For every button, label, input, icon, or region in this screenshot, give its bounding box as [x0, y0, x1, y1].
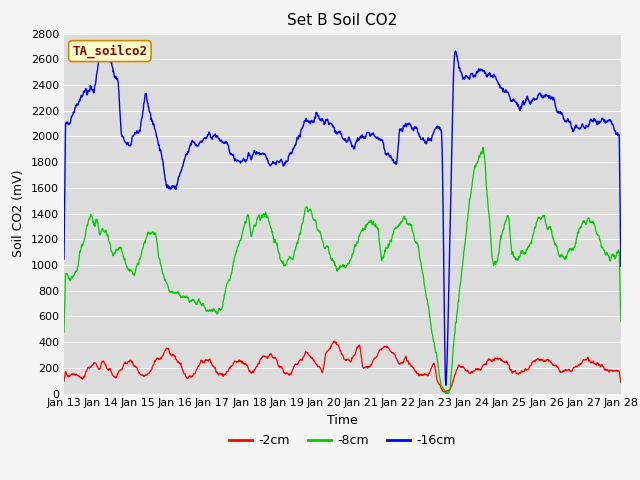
Legend: -2cm, -8cm, -16cm: -2cm, -8cm, -16cm: [224, 429, 461, 452]
Text: TA_soilco2: TA_soilco2: [72, 44, 147, 58]
Y-axis label: Soil CO2 (mV): Soil CO2 (mV): [12, 170, 26, 257]
X-axis label: Time: Time: [327, 414, 358, 427]
Title: Set B Soil CO2: Set B Soil CO2: [287, 13, 397, 28]
